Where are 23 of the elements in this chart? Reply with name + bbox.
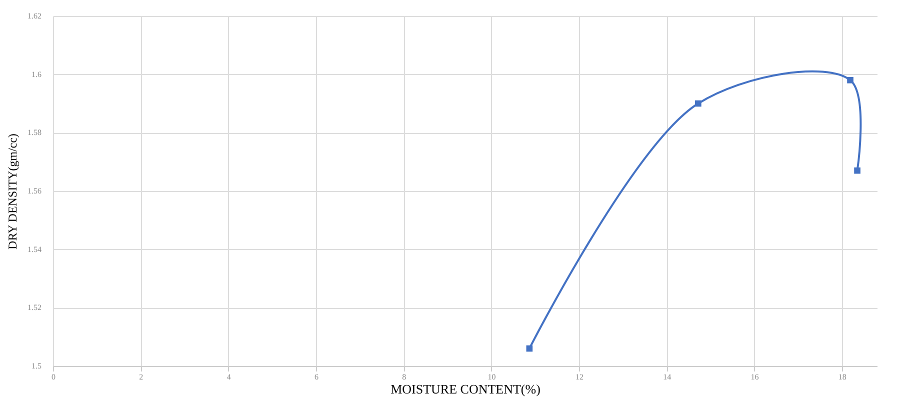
y-tick-label: 1.56: [28, 186, 42, 196]
x-tick-label: 10: [488, 372, 496, 382]
x-tick-label: 18: [838, 372, 846, 382]
y-tick-label: 1.54: [28, 244, 42, 254]
x-tick-label: 16: [750, 372, 759, 382]
point: [695, 100, 702, 107]
y-tick-label: 1.58: [28, 128, 42, 138]
x-axis-title: MOISTURE CONTENT(%): [390, 382, 540, 396]
x-tick-label: 0: [52, 372, 56, 382]
x-tick-label: 8: [402, 372, 406, 382]
point: [854, 167, 860, 174]
point: [526, 345, 533, 352]
y-tick-label: 1.5: [32, 362, 42, 370]
y-tick-label: 1.6: [32, 70, 42, 79]
y-tick-label: 1.62: [28, 12, 42, 20]
x-tick-label: 12: [575, 372, 584, 382]
point: [847, 77, 854, 84]
x-tick-label: 2: [139, 372, 144, 382]
y-axis-title: DRY DENSITY(gm/cc): [6, 134, 20, 250]
x-tick-label: 4: [226, 372, 231, 382]
x-tick-label: 6: [314, 372, 318, 382]
y-tick-label: 1.52: [28, 303, 42, 312]
x-tick-label: 14: [663, 372, 672, 382]
